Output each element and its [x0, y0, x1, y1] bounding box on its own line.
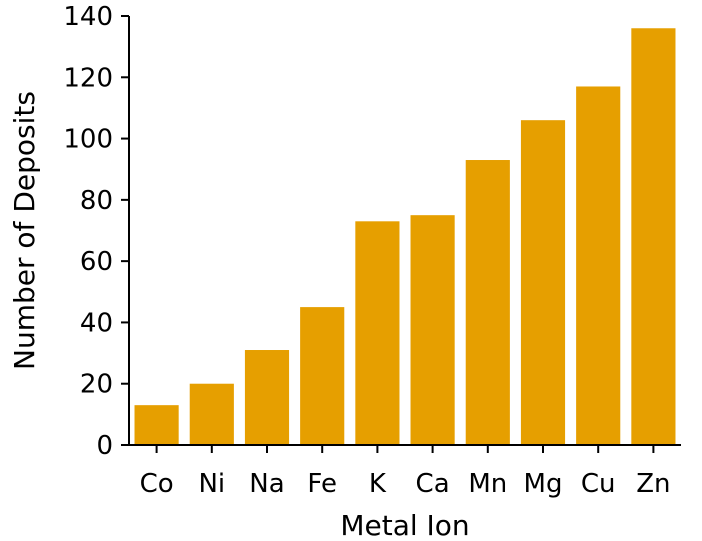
x-tick-label: Ca: [416, 469, 450, 499]
x-tick-label: Co: [140, 469, 174, 499]
x-axis-title: Metal Ion: [340, 509, 469, 541]
y-tick-label: 120: [63, 63, 113, 93]
x-tick-label: K: [369, 469, 387, 499]
bar-ca: [410, 215, 455, 445]
bar-fe: [300, 307, 345, 445]
bar-k: [355, 221, 400, 445]
bar-zn: [631, 28, 676, 446]
y-axis-title: Number of Deposits: [8, 91, 41, 370]
x-tick-label: Fe: [307, 469, 337, 499]
x-tick-label: Ni: [198, 469, 225, 499]
bar-na: [244, 350, 290, 445]
y-tick-label: 60: [80, 247, 113, 277]
y-tick-label: 100: [63, 125, 113, 155]
x-tick-label: Na: [249, 469, 284, 499]
bar-ni: [189, 383, 234, 445]
bar-co: [134, 405, 179, 445]
x-tick-label: Mg: [524, 469, 563, 499]
y-tick-label: 0: [96, 431, 113, 461]
bar-mn: [465, 160, 510, 445]
bar-mg: [520, 120, 566, 445]
x-tick-label: Zn: [636, 469, 670, 499]
y-tick-label: 20: [80, 370, 113, 400]
x-tick-label: Cu: [581, 469, 616, 499]
x-tick-label: Mn: [468, 469, 507, 499]
y-axis-ticks: 0 20 40 60 80 100 120 140: [63, 2, 129, 461]
y-tick-label: 80: [80, 186, 113, 216]
y-tick-label: 140: [63, 2, 113, 32]
bars-group: [134, 28, 676, 446]
bar-cu: [576, 86, 621, 445]
y-tick-label: 40: [80, 308, 113, 338]
x-axis-ticks: Co Ni Na Fe K Ca Mn Mg Cu Zn: [140, 445, 671, 499]
